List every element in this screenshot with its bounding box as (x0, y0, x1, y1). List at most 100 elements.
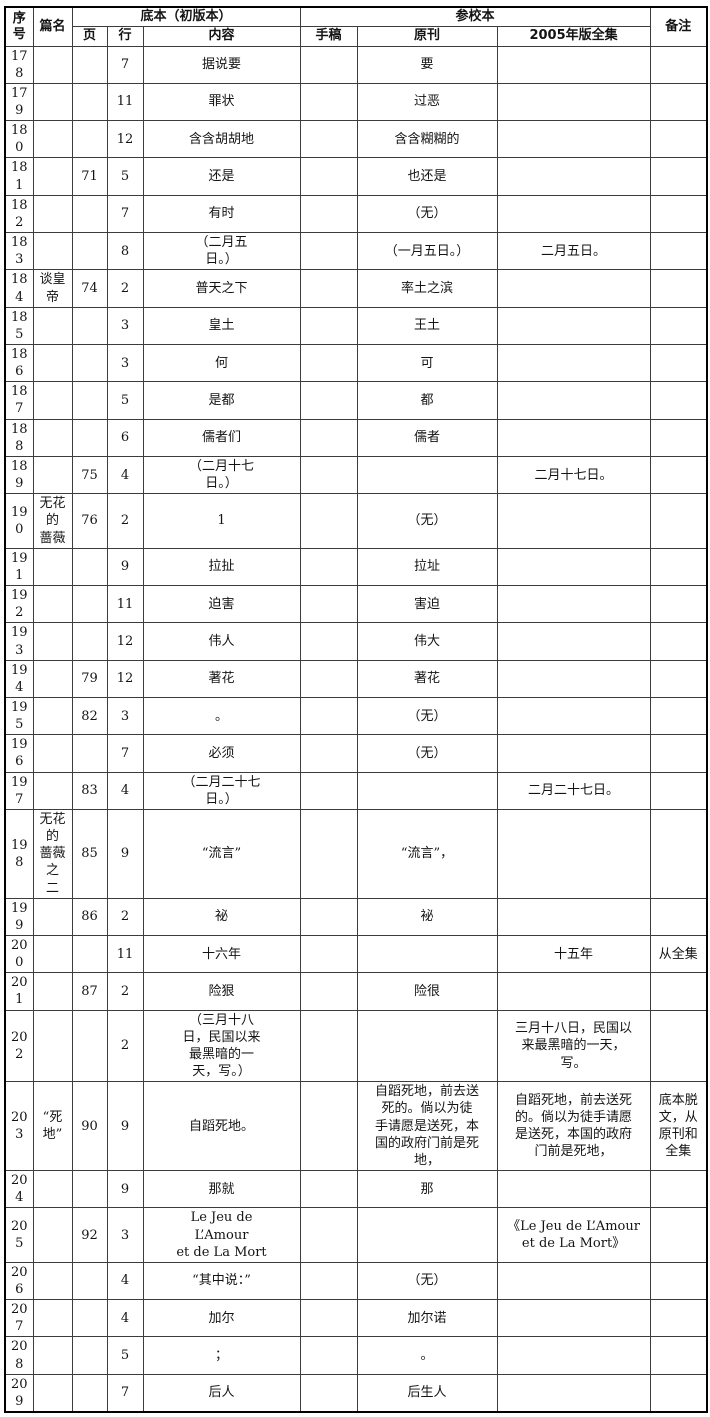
table-row: 185 3 皇土 王土 (4, 306, 708, 346)
cell-original-publication: 那 (356, 1170, 498, 1209)
cell-serial-number: 189 (4, 455, 34, 495)
cell-piece-title (32, 771, 73, 810)
cell-manuscript (299, 771, 358, 810)
cell-page (71, 934, 108, 974)
cell-piece-title (32, 659, 73, 698)
table-row: 180 12 含含胡胡地 含含糊糊的 (4, 120, 708, 159)
cell-manuscript (299, 1373, 358, 1413)
cell-content: 是都 (142, 381, 301, 420)
cell-content: 普天之下 (142, 269, 301, 308)
cell-manuscript (299, 897, 358, 937)
cell-2005-complete-works: 《Le Jeu de L’Amour et de La Mort》 (496, 1207, 651, 1263)
cell-content: 儒者们 (142, 418, 301, 457)
cell-2005-complete-works (496, 659, 651, 698)
cell-page (71, 418, 108, 457)
cell-serial-number: 181 (4, 157, 34, 196)
cell-line: 11 (106, 934, 144, 974)
cell-page (71, 306, 108, 346)
cell-piece-title (32, 232, 73, 271)
cell-content: 险狠 (142, 972, 301, 1011)
table-row: 206 4 “其中说：” （无） (4, 1261, 708, 1301)
table-row: 196 7 必须 （无） (4, 734, 708, 773)
cell-page: 79 (71, 659, 108, 698)
cell-content: 有时 (142, 194, 301, 234)
cell-note (649, 1170, 708, 1209)
cell-serial-number: 202 (4, 1009, 34, 1083)
table-row: 191 9 拉扯 拉址 (4, 547, 708, 587)
cell-note (649, 45, 708, 84)
table-row: 192 11 迫害 害迫 (4, 585, 708, 624)
cell-original-publication: （无） (356, 1261, 498, 1301)
cell-content: ； (142, 1336, 301, 1375)
cell-piece-title (32, 897, 73, 937)
cell-2005-complete-works (496, 972, 651, 1011)
cell-2005-complete-works (496, 1336, 651, 1375)
cell-original-publication: 袐 (356, 897, 498, 937)
cell-serial-number: 197 (4, 771, 34, 810)
cell-note: 底本脱 文，从 原刊和 全集 (649, 1081, 708, 1172)
cell-content: 自蹈死地。 (142, 1081, 301, 1172)
cell-serial-number: 190 (4, 493, 34, 549)
cell-manuscript (299, 82, 358, 122)
cell-original-publication: （一月五日。） (356, 232, 498, 271)
table-row: 179 11 罪状 过恶 (4, 82, 708, 122)
table-row: 207 4 加尔 加尔诺 (4, 1299, 708, 1338)
cell-note (649, 120, 708, 159)
table-row: 199 86 2 祕 袐 (4, 897, 708, 937)
cell-line: 12 (106, 120, 144, 159)
cell-piece-title (32, 734, 73, 773)
cell-line: 3 (106, 306, 144, 346)
cell-content: 罪状 (142, 82, 301, 122)
cell-original-publication: 也还是 (356, 157, 498, 196)
cell-serial-number: 204 (4, 1170, 34, 1209)
cell-line: 2 (106, 897, 144, 937)
cell-2005-complete-works (496, 306, 651, 346)
cell-2005-complete-works (496, 418, 651, 457)
cell-line: 5 (106, 381, 144, 420)
cell-manuscript (299, 585, 358, 624)
cell-content: 后人 (142, 1373, 301, 1413)
cell-note (649, 1299, 708, 1338)
cell-piece-title (32, 1261, 73, 1301)
cell-content: “流言” (142, 808, 301, 899)
cell-content: （三月十八 日，民国以来 最黑暗的一 天，写。） (142, 1009, 301, 1083)
cell-original-publication: （无） (356, 734, 498, 773)
cell-manuscript (299, 547, 358, 587)
table-row: 181 71 5 还是 也还是 (4, 157, 708, 196)
cell-2005-complete-works (496, 585, 651, 624)
cell-line: 3 (106, 343, 144, 383)
cell-serial-number: 184 (4, 269, 34, 308)
cell-serial-number: 192 (4, 585, 34, 624)
cell-line: 9 (106, 547, 144, 587)
cell-page (71, 622, 108, 661)
table-row: 193 12 伟人 伟大 (4, 622, 708, 661)
cell-2005-complete-works (496, 343, 651, 383)
cell-original-publication (356, 455, 498, 495)
cell-note: 从全集 (649, 934, 708, 974)
cell-note (649, 585, 708, 624)
cell-line: 2 (106, 972, 144, 1011)
cell-2005-complete-works (496, 120, 651, 159)
table-row: 187 5 是都 都 (4, 381, 708, 420)
cell-piece-title (32, 157, 73, 196)
cell-original-publication: 过恶 (356, 82, 498, 122)
cell-note (649, 1373, 708, 1413)
cell-line: 9 (106, 1170, 144, 1209)
cell-piece-title: 无花的 蔷薇 (32, 493, 73, 549)
cell-serial-number: 209 (4, 1373, 34, 1413)
table-row: 201 87 2 险狠 险很 (4, 972, 708, 1011)
cell-serial-number: 205 (4, 1207, 34, 1263)
cell-piece-title (32, 455, 73, 495)
cell-line: 12 (106, 659, 144, 698)
cell-note (649, 455, 708, 495)
cell-content: （二月二十七 日。） (142, 771, 301, 810)
cell-note (649, 194, 708, 234)
cell-note (649, 659, 708, 698)
cell-2005-complete-works (496, 493, 651, 549)
cell-page (71, 343, 108, 383)
cell-serial-number: 179 (4, 82, 34, 122)
cell-manuscript (299, 659, 358, 698)
collation-table: 序 号 篇名 底本（初版本） 参校本 备注 页 行 内容 手稿 原刊 2005年… (4, 6, 709, 1414)
cell-manuscript (299, 1081, 358, 1172)
cell-serial-number: 201 (4, 972, 34, 1011)
